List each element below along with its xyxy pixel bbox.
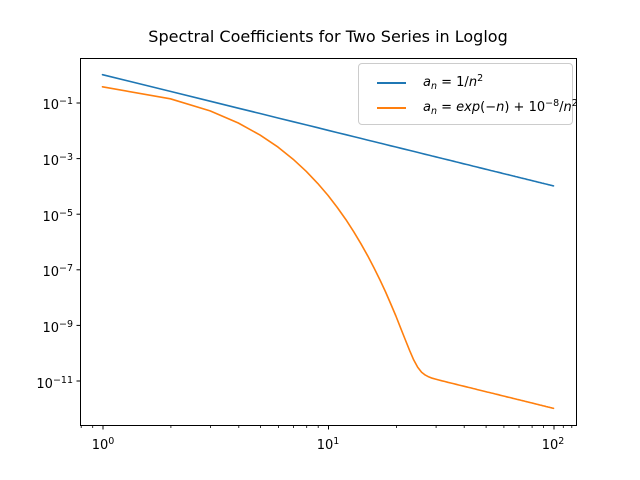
y-tick-label: 10−7 [42, 263, 73, 280]
tick-exponent: −11 [52, 375, 73, 386]
legend-label-superscript: 2 [477, 73, 484, 84]
series-line-1 [101, 73, 555, 187]
chart-title: Spectral Coefficients for Two Series in … [148, 27, 508, 46]
axes-spines [80, 58, 577, 426]
legend: an = 1/n2 an = exp(−n) + 10−8/n2 [358, 63, 578, 125]
legend-label-italic: n [496, 100, 505, 115]
legend-label-superscript: 2 [571, 98, 578, 109]
legend-label-italic: a [423, 75, 431, 90]
legend-label-subscript: n [430, 81, 437, 92]
tick-exponent: 2 [558, 436, 565, 447]
tick-exponent: 0 [108, 436, 115, 447]
legend-label-italic: exp [456, 100, 481, 115]
tick-exponent: −3 [58, 152, 73, 163]
x-tick-label: 101 [316, 436, 340, 453]
y-tick-label: 10−3 [42, 152, 73, 169]
tick-exponent: −5 [58, 208, 73, 219]
legend-line-sample [377, 106, 406, 109]
tick-exponent: −9 [58, 319, 73, 330]
legend-label-italic: n [468, 75, 478, 90]
x-tick-label: 100 [91, 436, 115, 453]
tick-exponent: −7 [58, 263, 73, 274]
tick-exponent: 1 [333, 436, 340, 447]
legend-entry: an = 1/n2 [377, 70, 572, 95]
y-tick-label: 10−1 [42, 96, 73, 113]
y-tick-label: 10−5 [42, 208, 73, 225]
legend-label-superscript: −8 [545, 98, 560, 109]
series-line-2 [101, 86, 555, 410]
legend-entry: an = exp(−n) + 10−8/n2 [377, 95, 578, 120]
x-tick-label: 102 [541, 436, 565, 453]
legend-line-sample [377, 81, 406, 84]
y-tick-label: 10−11 [36, 375, 73, 392]
legend-label-italic: n [563, 100, 572, 115]
legend-label: an = 1/n2 [423, 73, 484, 92]
legend-label-italic: a [423, 100, 431, 115]
y-tick-label: 10−9 [42, 319, 73, 336]
tick-exponent: −1 [58, 96, 73, 107]
legend-label: an = exp(−n) + 10−8/n2 [423, 98, 578, 117]
legend-label-subscript: n [430, 106, 437, 117]
